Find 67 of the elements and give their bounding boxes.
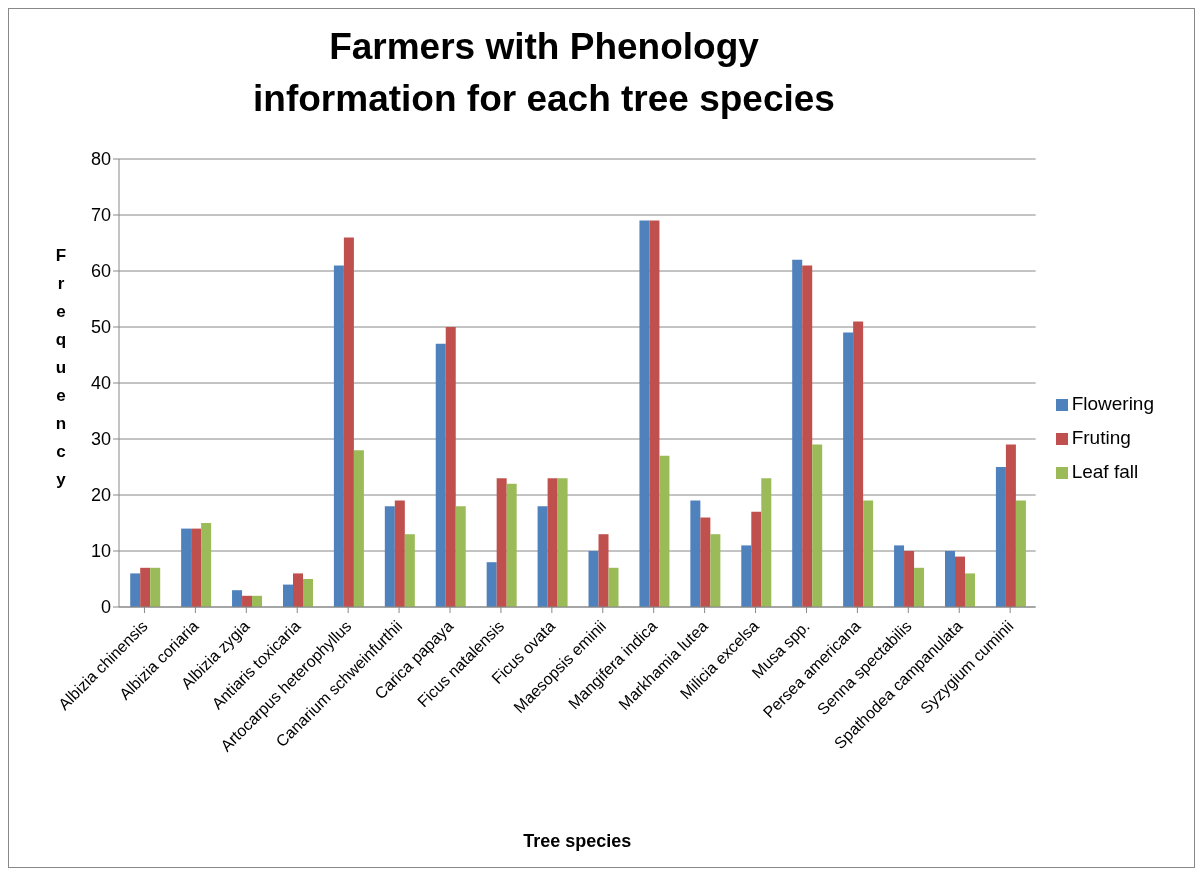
bar (1015, 500, 1026, 607)
bar (302, 579, 313, 607)
bar (445, 327, 456, 607)
bar (292, 573, 303, 607)
bar (1005, 444, 1016, 607)
x-axis-title: Tree species (523, 831, 632, 851)
y-tick-label: 70 (90, 205, 111, 226)
bar (853, 321, 864, 607)
legend-label: Flowering (1071, 393, 1154, 414)
chart-title: Farmers with Phenology information for each tree species (252, 25, 836, 121)
y-tick-label: 50 (90, 317, 111, 338)
y-tick-label: 20 (90, 485, 111, 506)
bar (690, 500, 701, 607)
bar (547, 478, 558, 607)
text: Frequency (55, 246, 67, 489)
bar (863, 500, 874, 607)
bar (191, 528, 202, 607)
bar (639, 220, 650, 607)
bar (659, 455, 670, 607)
bar (964, 573, 975, 607)
legend-label: Fruting (1071, 427, 1131, 448)
bar (404, 534, 415, 607)
bar (954, 556, 965, 607)
y-tick-label: 60 (90, 261, 111, 282)
y-tick-label: 30 (90, 429, 111, 450)
bar (588, 551, 599, 607)
bar (181, 528, 192, 607)
bar (343, 237, 354, 607)
bar (914, 567, 925, 607)
bar (995, 467, 1006, 607)
bar (455, 506, 466, 607)
bar (232, 590, 243, 607)
bar (741, 545, 752, 607)
bar (649, 220, 660, 607)
bar (486, 562, 497, 607)
bar (435, 343, 446, 607)
bar (792, 259, 803, 607)
bar (496, 478, 507, 607)
y-tick-label: 0 (100, 597, 111, 618)
bar (802, 265, 813, 607)
bar (700, 517, 711, 607)
bar (944, 551, 955, 607)
bar (761, 478, 772, 607)
bar (751, 511, 762, 607)
bar (394, 500, 405, 607)
legend-label: Leaf fall (1071, 461, 1139, 482)
bar (150, 567, 161, 607)
bar (710, 534, 721, 607)
bar (384, 506, 395, 607)
bar (282, 584, 293, 607)
y-tick-label: 40 (90, 373, 111, 394)
bar (557, 478, 568, 607)
bar (130, 573, 141, 607)
bar (598, 534, 609, 607)
bar (894, 545, 905, 607)
bar (904, 551, 915, 607)
bar (201, 523, 212, 607)
bar (353, 450, 364, 607)
y-tick-label: 10 (90, 541, 111, 562)
bar (506, 483, 517, 607)
bar (608, 567, 619, 607)
bar (812, 444, 823, 607)
y-tick-label: 80 (90, 149, 111, 170)
bar (333, 265, 344, 607)
bar (843, 332, 854, 607)
bar (537, 506, 548, 607)
bar (140, 567, 151, 607)
